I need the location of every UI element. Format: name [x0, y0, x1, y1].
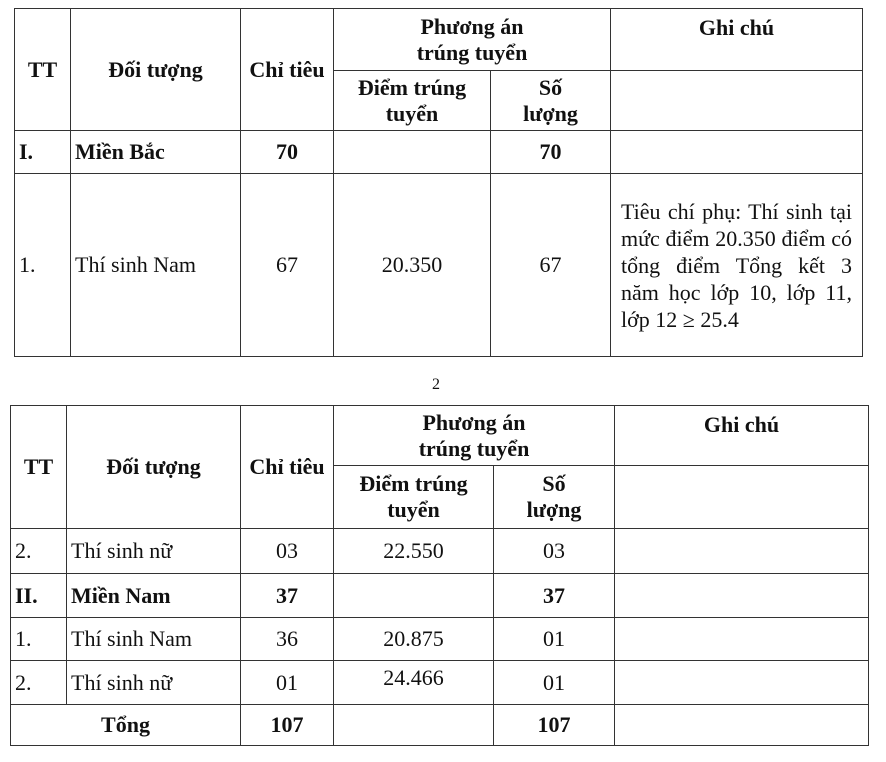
header-doi-tuong: Đối tượng [70, 8, 241, 131]
header-so-luong: Số lượng [493, 465, 615, 529]
page-number: 2 [432, 376, 440, 393]
table-row: 1. Thí sinh Nam 36 20.875 01 [10, 617, 869, 661]
header-chi-tieu: Chỉ tiêu [240, 8, 334, 131]
cell-tt: I. [14, 130, 71, 174]
header-tt: TT [10, 405, 67, 529]
cell-diem: 22.550 [333, 528, 494, 574]
table-row: I. Miền Bắc 70 70 [14, 130, 863, 174]
cell-tt: 2. [10, 528, 67, 574]
cell-ghi-chu [614, 617, 869, 661]
cell-doi-tuong: Thí sinh nữ [66, 528, 241, 574]
cell-ghi-chu: Tiêu chí phụ: Thí sinh tại mức điểm 20.3… [610, 173, 863, 357]
total-row: Tổng 107 107 [10, 704, 869, 746]
header-chi-tieu: Chỉ tiêu [240, 405, 334, 529]
cell-so-luong: 01 [493, 660, 615, 705]
cell-chi-tieu: 67 [240, 173, 334, 357]
admission-table-2: TT Đối tượng Chỉ tiêu Phương án trúng tu… [10, 405, 869, 746]
cell-chi-tieu: 70 [240, 130, 334, 174]
cell-doi-tuong: Miền Bắc [70, 130, 241, 174]
header-diem: Điểm trúng tuyển [333, 70, 491, 131]
cell-so-luong: 03 [493, 528, 615, 574]
cell-so-luong: 01 [493, 617, 615, 661]
cell-tt: 1. [10, 617, 67, 661]
cell-diem [333, 573, 494, 618]
header-phuong-an: Phương án trúng tuyển [333, 8, 611, 71]
header-empty [614, 465, 869, 529]
cell-tt: 1. [14, 173, 71, 357]
header-doi-tuong: Đối tượng [66, 405, 241, 529]
cell-so-luong: 37 [493, 573, 615, 618]
cell-so-luong: 67 [490, 173, 611, 357]
table-row: II. Miền Nam 37 37 [10, 573, 869, 618]
header-ghi-chu: Ghi chú [610, 8, 863, 71]
header-phuong-an: Phương án trúng tuyển [333, 405, 615, 466]
header-diem: Điểm trúng tuyển [333, 465, 494, 529]
cell-chi-tieu: 37 [240, 573, 334, 618]
cell-doi-tuong: Thí sinh Nam [66, 617, 241, 661]
cell-total-label: Tổng [10, 704, 241, 746]
cell-so-luong: 107 [493, 704, 615, 746]
cell-doi-tuong: Thí sinh nữ [66, 660, 241, 705]
table-row: 2. Thí sinh nữ 01 24.466 01 [10, 660, 869, 705]
cell-chi-tieu: 01 [240, 660, 334, 705]
cell-ghi-chu [610, 130, 863, 174]
cell-tt: 2. [10, 660, 67, 705]
cell-diem: 24.466 [333, 660, 494, 705]
cell-doi-tuong: Miền Nam [66, 573, 241, 618]
header-tt: TT [14, 8, 71, 131]
header-empty [610, 70, 863, 131]
cell-ghi-chu [614, 660, 869, 705]
cell-diem [333, 130, 491, 174]
cell-chi-tieu: 03 [240, 528, 334, 574]
cell-diem: 20.875 [333, 617, 494, 661]
table-row: 2. Thí sinh nữ 03 22.550 03 [10, 528, 869, 574]
cell-diem [333, 704, 494, 746]
cell-diem: 20.350 [333, 173, 491, 357]
cell-chi-tieu: 36 [240, 617, 334, 661]
table-row: 1. Thí sinh Nam 67 20.350 67 Tiêu chí ph… [14, 173, 863, 357]
cell-doi-tuong: Thí sinh Nam [70, 173, 241, 357]
admission-table-1: TT Đối tượng Chỉ tiêu Phương án trúng tu… [14, 8, 863, 357]
cell-ghi-chu [614, 528, 869, 574]
header-so-luong: Số lượng [490, 70, 611, 131]
cell-chi-tieu: 107 [240, 704, 334, 746]
cell-ghi-chu [614, 573, 869, 618]
cell-ghi-chu [614, 704, 869, 746]
cell-so-luong: 70 [490, 130, 611, 174]
cell-tt: II. [10, 573, 67, 618]
header-ghi-chu: Ghi chú [614, 405, 869, 466]
